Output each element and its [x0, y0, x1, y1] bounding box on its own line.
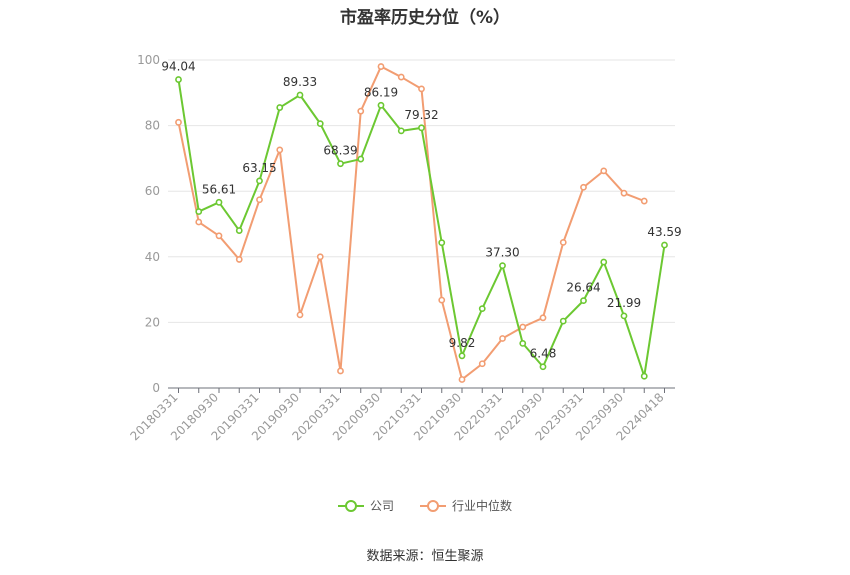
y-tick-label: 80	[145, 119, 160, 133]
y-tick-label: 40	[145, 250, 160, 264]
data-point-1	[296, 311, 304, 319]
data-label: 94.04	[161, 60, 195, 74]
data-label: 89.33	[283, 75, 317, 89]
data-label: 79.32	[404, 108, 438, 122]
data-point-0	[397, 127, 405, 135]
data-point-0	[580, 297, 587, 305]
data-point-1	[175, 118, 182, 126]
data-point-0	[620, 312, 628, 320]
chart-legend: 公司 行业中位数	[0, 497, 850, 514]
data-point-0	[640, 372, 648, 380]
data-label: 63.15	[242, 161, 276, 175]
data-label: 43.59	[647, 225, 681, 239]
data-point-1	[235, 256, 243, 263]
data-point-0	[478, 305, 486, 313]
data-point-1	[600, 167, 608, 175]
data-point-0	[519, 339, 527, 347]
data-point-0	[256, 177, 263, 185]
series-line-1	[177, 65, 645, 381]
data-point-0	[296, 91, 304, 99]
data-label: 56.61	[202, 182, 236, 196]
series-line-0	[177, 79, 666, 378]
data-source-note: 数据来源：恒生聚源	[366, 549, 484, 564]
data-point-1	[256, 196, 263, 204]
y-tick-label: 100	[137, 53, 160, 67]
data-point-0	[337, 160, 344, 168]
data-point-0	[418, 124, 425, 132]
data-label: 9.82	[449, 336, 476, 350]
data-label: 26.64	[566, 281, 600, 295]
data-point-0	[499, 262, 506, 270]
data-point-1	[418, 85, 425, 93]
data-point-1	[337, 367, 344, 375]
data-label: 21.99	[607, 296, 641, 310]
legend-swatch-industry-median	[420, 499, 446, 513]
data-point-1	[640, 197, 648, 205]
y-tick-label: 60	[145, 184, 160, 198]
data-point-0	[377, 101, 385, 109]
data-point-0	[458, 352, 466, 360]
data-point-0	[357, 155, 365, 163]
data-point-0	[316, 120, 324, 128]
data-point-1	[215, 232, 223, 240]
data-point-0	[600, 258, 608, 266]
data-point-1	[458, 376, 466, 383]
data-point-1	[559, 238, 567, 246]
legend-swatch-company	[337, 499, 364, 513]
legend-item-industry-median[interactable]: 行业中位数	[420, 497, 512, 514]
data-point-1	[620, 189, 628, 197]
legend-label-industry-median: 行业中位数	[452, 499, 513, 513]
data-point-1	[478, 360, 486, 368]
data-label: 37.30	[485, 246, 519, 260]
data-point-0	[438, 239, 446, 247]
data-point-1	[357, 107, 365, 115]
data-point-1	[316, 253, 324, 261]
y-tick-label: 0	[152, 381, 160, 395]
data-point-1	[499, 335, 506, 342]
data-label: 86.19	[364, 85, 398, 99]
data-point-1	[519, 323, 527, 331]
data-label: 68.39	[323, 144, 357, 158]
data-point-0	[175, 76, 182, 83]
data-point-1	[539, 314, 547, 322]
y-tick-label: 20	[145, 315, 160, 329]
data-label: 6.48	[530, 347, 557, 361]
data-point-1	[377, 63, 385, 70]
legend-label-company: 公司	[369, 499, 394, 513]
legend-item-company[interactable]: 公司	[337, 497, 394, 514]
data-point-1	[276, 146, 284, 154]
data-point-0	[559, 317, 567, 325]
data-point-0	[276, 104, 284, 111]
data-point-1	[438, 296, 446, 304]
data-point-0	[235, 227, 243, 234]
data-point-0	[215, 198, 223, 206]
data-point-1	[397, 73, 405, 81]
data-point-0	[195, 208, 203, 215]
chart-title: 市盈率历史分位（%）	[339, 8, 511, 28]
data-point-1	[580, 183, 587, 191]
data-point-1	[195, 218, 203, 226]
data-point-0	[539, 363, 547, 371]
data-point-0	[661, 241, 668, 249]
